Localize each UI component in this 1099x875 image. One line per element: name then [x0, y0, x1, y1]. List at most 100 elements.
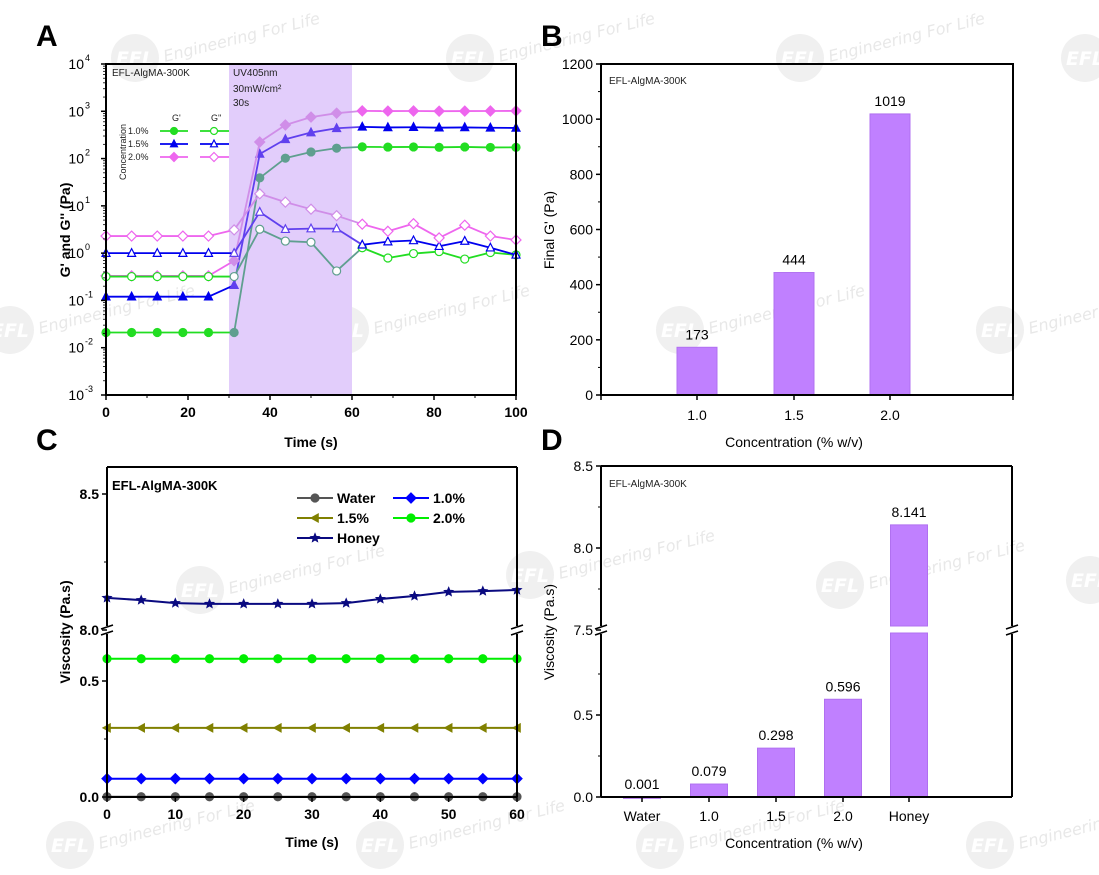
data-point	[203, 247, 214, 257]
x-tick-label: 2.0	[833, 808, 853, 824]
x-tick-label: 2.0	[880, 407, 900, 423]
legend-marker	[406, 513, 416, 523]
data-point	[409, 722, 419, 733]
legend-marker	[309, 532, 321, 543]
data-point	[443, 586, 455, 597]
data-point	[332, 143, 342, 153]
y-tick-exponent: 0	[85, 242, 90, 252]
data-point	[136, 654, 146, 664]
data-point	[331, 222, 342, 233]
data-point	[357, 121, 368, 131]
panel-d-x-label: Concentration (% w/v)	[725, 835, 863, 851]
panel-b-bars: 173 444 1019	[676, 93, 911, 396]
data-point	[434, 142, 444, 152]
data-point	[375, 722, 385, 733]
data-point	[340, 772, 353, 785]
x-tick-label: 20	[180, 404, 196, 420]
y-tick-label: 1000	[562, 111, 593, 127]
watermark-logo-text: EFL	[116, 48, 154, 70]
series-line-segment	[438, 240, 465, 248]
data-point	[484, 105, 497, 117]
data-point	[204, 722, 214, 733]
axis-break-slash	[1005, 624, 1019, 630]
x-tick-label: Water	[624, 808, 661, 824]
y-tick-label: 10	[68, 56, 84, 72]
data-point	[280, 133, 291, 144]
series-1-5-g-	[101, 206, 521, 259]
legend-marker	[169, 138, 179, 148]
series-line-segment	[233, 211, 261, 254]
legend-label: 1.5%	[337, 510, 369, 526]
panel-d-y-label: Viscosity (Pa.s)	[541, 584, 557, 680]
y-tick-exponent: 4	[85, 53, 90, 63]
data-point	[254, 206, 265, 216]
x-tick-label: 40	[262, 404, 278, 420]
series-line-segment	[259, 157, 286, 179]
data-point	[433, 232, 445, 244]
watermark-logo-icon	[446, 34, 494, 82]
bar-data-label: 1019	[874, 93, 905, 109]
axis-break-slash	[510, 630, 524, 636]
data-point	[408, 590, 421, 601]
watermark-logo-text: EFL	[1066, 48, 1099, 70]
bar	[824, 698, 862, 798]
data-point	[203, 772, 216, 785]
y-tick-exponent: -2	[85, 337, 93, 347]
data-point	[135, 594, 147, 605]
series-line-segment	[208, 259, 235, 277]
panel-a-series	[100, 105, 522, 338]
y-tick-label: 0.5	[574, 707, 594, 723]
data-point	[135, 722, 145, 733]
data-point	[228, 224, 240, 236]
data-point	[127, 271, 137, 282]
data-point	[408, 772, 421, 785]
bar-data-label: 173	[685, 326, 709, 342]
x-tick-label: 1.0	[699, 808, 719, 824]
legend-markers	[160, 126, 229, 163]
data-point	[127, 327, 137, 338]
legend-label: 2.0%	[433, 510, 465, 526]
data-point	[434, 240, 445, 251]
data-point	[375, 654, 385, 664]
data-point	[434, 121, 445, 132]
watermark-text: Engineering For Life	[226, 541, 387, 598]
watermark-logo-text: EFL	[821, 575, 859, 597]
legend-marker	[208, 151, 220, 163]
y-tick-label: 10	[68, 340, 84, 356]
panel-a-x-label: Time (s)	[284, 434, 337, 450]
data-point	[135, 772, 148, 785]
data-point	[330, 209, 343, 222]
panel-c-annotation: EFL-AlgMA-300K	[112, 478, 218, 493]
series-line-segment	[259, 228, 286, 242]
y-tick-label: 800	[570, 166, 594, 182]
y-tick-label: 10	[68, 292, 84, 308]
data-point	[126, 247, 137, 257]
data-point	[357, 142, 367, 152]
x-tick-label: 80	[426, 404, 442, 420]
series-1-5-	[101, 722, 521, 733]
panel-a-y-label: G' and G'' (Pa)	[57, 183, 73, 278]
data-point	[306, 222, 316, 233]
y-tick-label: 8.5	[574, 458, 594, 474]
data-point	[151, 230, 164, 242]
legend-header-g-prime: G'	[172, 113, 181, 123]
data-point	[272, 598, 284, 609]
y-tick-label: 600	[570, 222, 594, 238]
watermark-logo-icon	[356, 821, 404, 869]
series-line-segment	[464, 240, 491, 249]
watermark-logo-text: EFL	[451, 48, 489, 70]
y-tick-label: 10	[68, 151, 84, 167]
legend-label: 1.0%	[433, 490, 465, 506]
data-point	[306, 598, 318, 609]
data-point	[382, 105, 394, 117]
data-point	[229, 279, 240, 289]
data-point	[383, 253, 393, 263]
data-point	[306, 147, 316, 157]
watermark-text: Engineering For Life	[826, 9, 987, 66]
watermark-logo-text: EFL	[0, 320, 29, 342]
